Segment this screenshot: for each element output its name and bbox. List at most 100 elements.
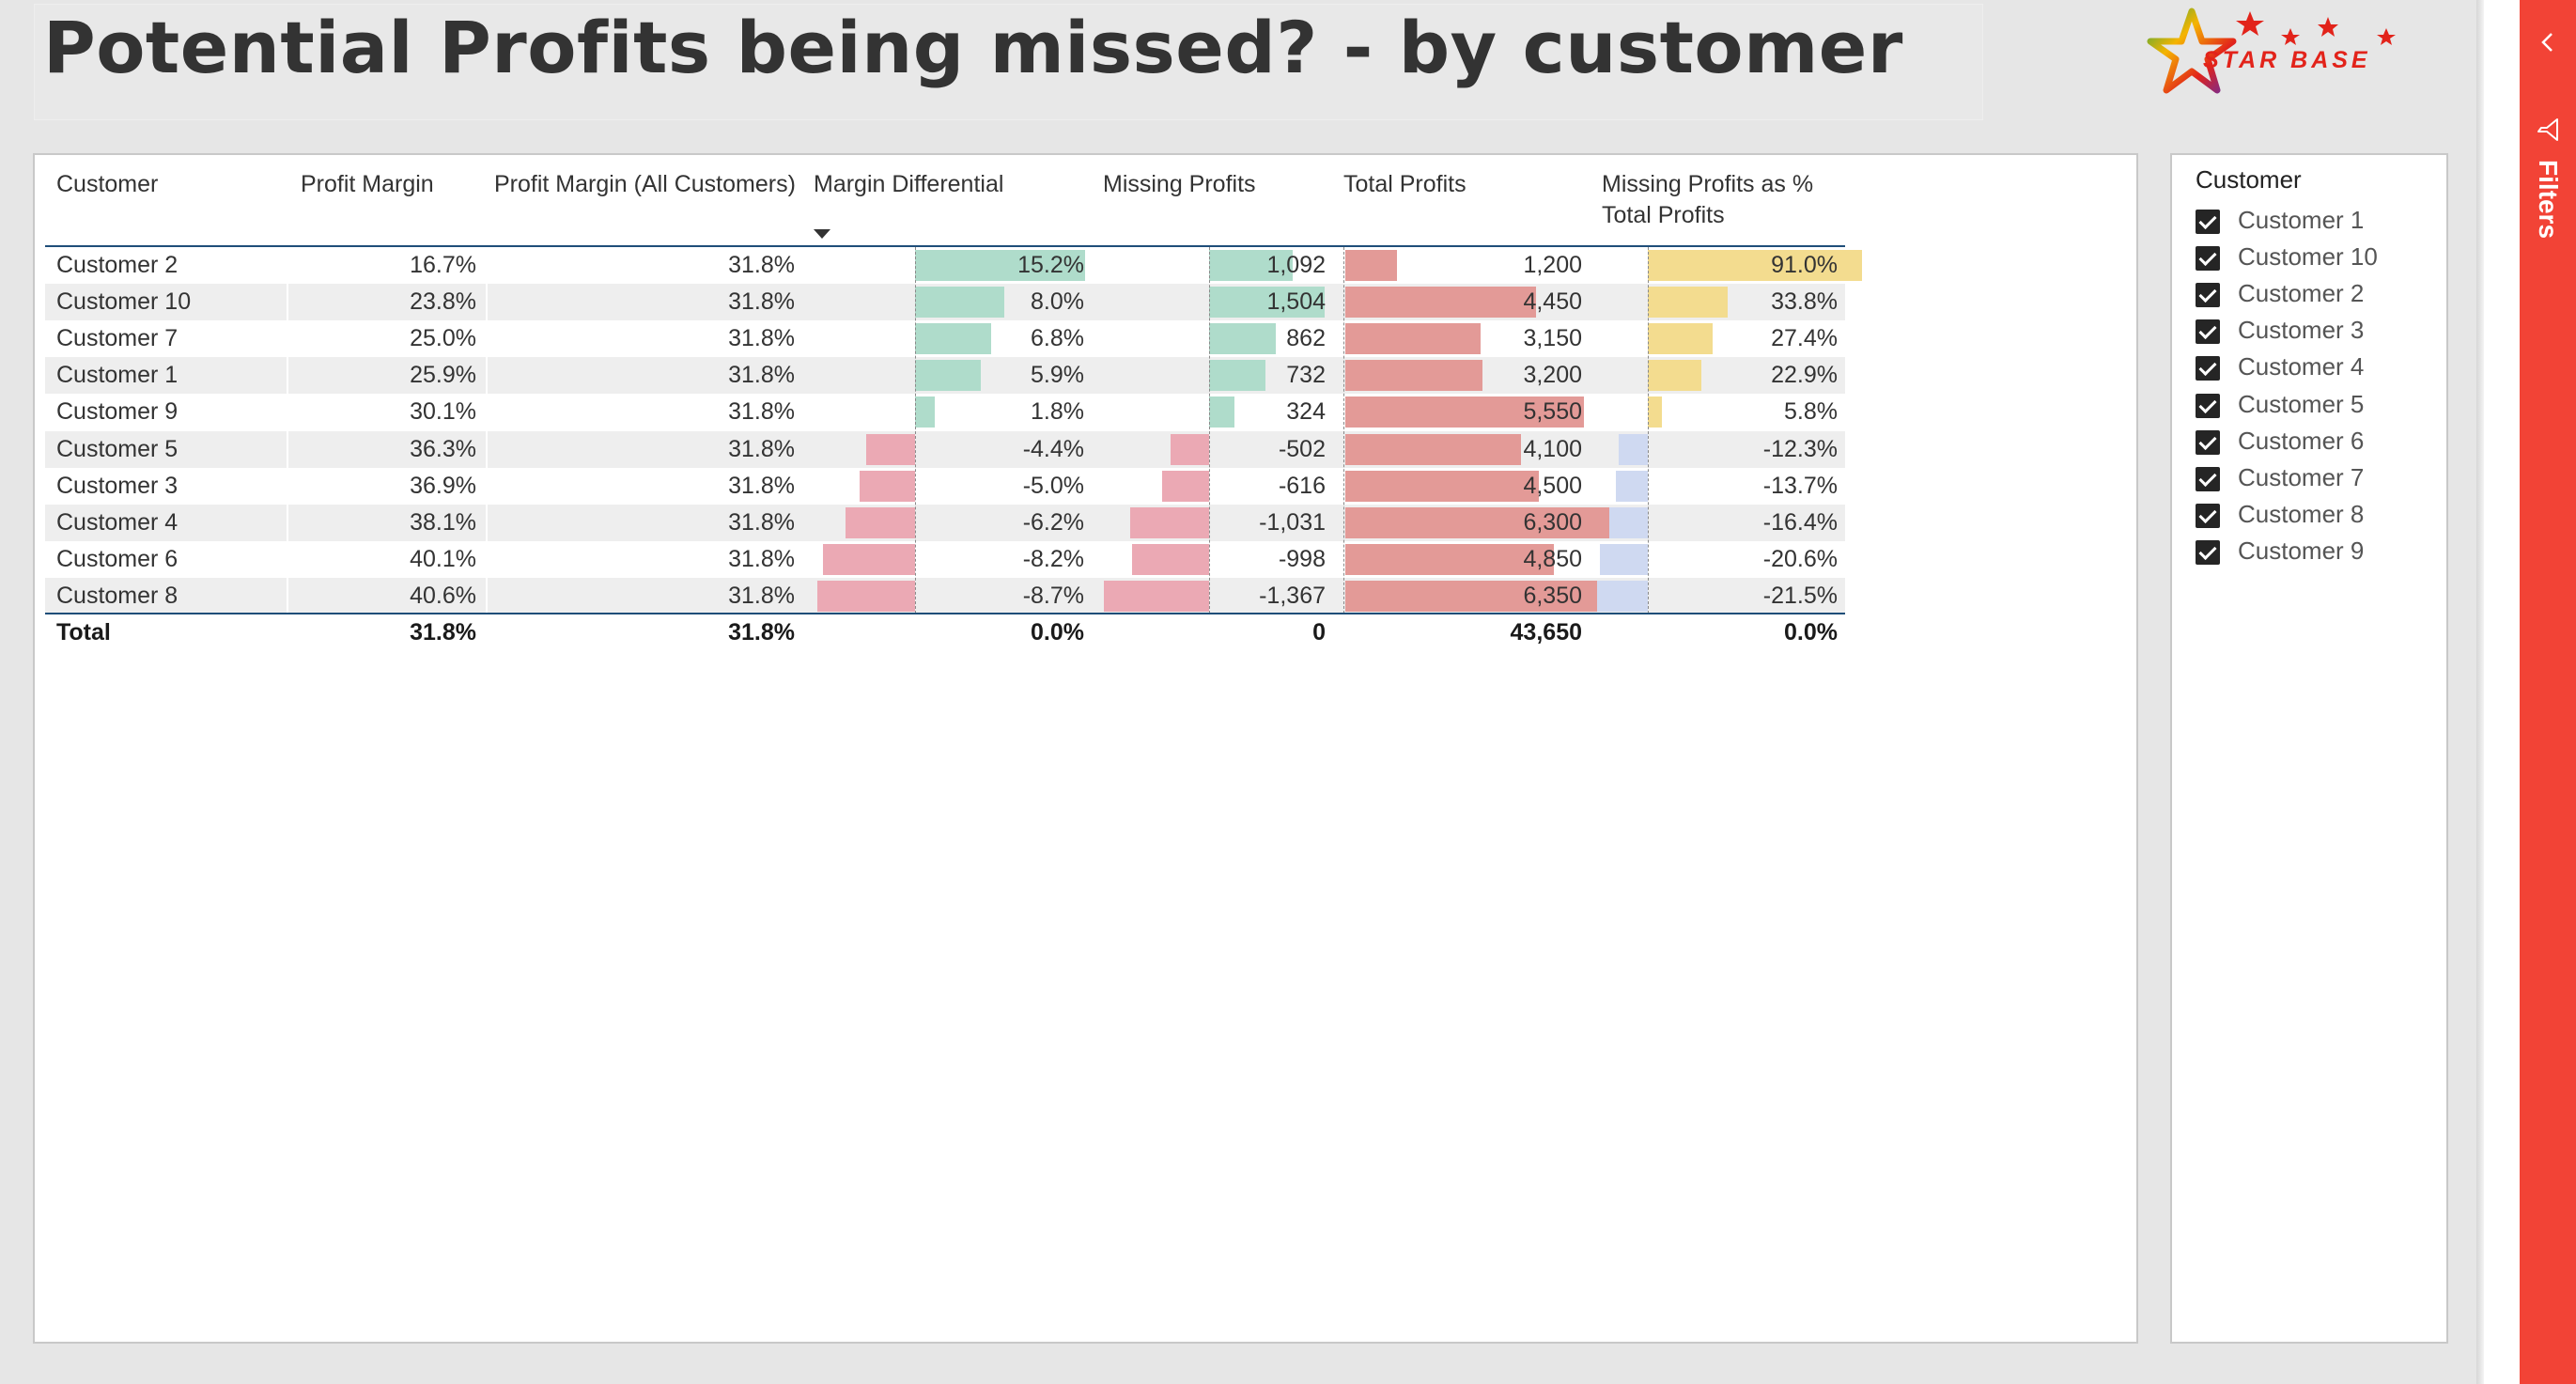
- slicer-item[interactable]: Customer 6: [2196, 423, 2440, 459]
- cell-total-profits: 4,500: [1523, 472, 1582, 499]
- cell-missing-pct: -12.3%: [1762, 435, 1838, 462]
- cell-margin-differential: 1.8%: [1031, 398, 1084, 426]
- slicer-title: Customer: [2196, 165, 2302, 194]
- cell-margin-differential: -4.4%: [1022, 435, 1084, 462]
- missing-profits-bar: [1209, 250, 1294, 281]
- cell-profit-margin: 30.1%: [410, 398, 476, 426]
- cell-profit-margin: 23.8%: [410, 288, 476, 316]
- filters-label[interactable]: Filters: [2534, 159, 2563, 240]
- col-header-missing-profits[interactable]: Missing Profits: [1103, 171, 1256, 197]
- checkbox-checked-icon[interactable]: [2196, 210, 2220, 234]
- cell-profit-margin: 36.9%: [410, 472, 476, 499]
- cell-missing-profits: 862: [1286, 325, 1326, 352]
- cell-total-profits: 3,150: [1523, 325, 1582, 352]
- col-header-total-profits[interactable]: Total Profits: [1343, 171, 1466, 197]
- total-profits-bar: [1345, 287, 1537, 319]
- col-header-customer[interactable]: Customer: [56, 171, 159, 197]
- slicer-item[interactable]: Customer 3: [2196, 312, 2440, 349]
- checkbox-checked-icon[interactable]: [2196, 319, 2220, 345]
- cell-profit-margin: 40.1%: [410, 545, 476, 572]
- cell-margin-differential: 6.8%: [1031, 325, 1084, 352]
- checkbox-checked-icon[interactable]: [2196, 539, 2220, 565]
- customer-slicer[interactable]: [2170, 153, 2448, 1344]
- missing-pct-bar: [1648, 360, 1702, 392]
- cell-missing-pct: 33.8%: [1771, 288, 1838, 316]
- col-header-missing-pct[interactable]: Missing Profits as % Total Profits: [1602, 169, 1813, 231]
- bar-axis-line: [915, 247, 916, 614]
- slicer-item[interactable]: Customer 2: [2196, 275, 2440, 312]
- col-header-margin-differential[interactable]: Margin Differential: [814, 171, 1004, 197]
- total-total-profits: 43,650: [1510, 619, 1582, 645]
- slicer-item[interactable]: Customer 8: [2196, 496, 2440, 533]
- star-logo-icon: STAR BASE: [2147, 8, 2396, 94]
- cell-missing-pct: 5.8%: [1784, 398, 1838, 426]
- cell-profit-margin: 38.1%: [410, 508, 476, 536]
- filters-pane[interactable]: [2520, 0, 2576, 1384]
- cell-missing-pct: 27.4%: [1771, 325, 1838, 352]
- sort-descending-icon: [814, 229, 830, 239]
- slicer-item[interactable]: Customer 1: [2196, 202, 2440, 239]
- total-missing-pct: 0.0%: [1784, 619, 1838, 645]
- margin-differential-bar: [846, 506, 915, 538]
- missing-pct-bar: [1648, 397, 1662, 428]
- margin-differential-bar: [915, 360, 982, 392]
- checkbox-checked-icon[interactable]: [2196, 246, 2220, 272]
- cell-customer: Customer 1: [56, 362, 178, 389]
- cell-margin-differential: 8.0%: [1031, 288, 1084, 316]
- slicer-item[interactable]: Customer 10: [2196, 239, 2440, 275]
- missing-pct-bar: [1648, 323, 1713, 355]
- canvas-edge-shadow: [2476, 0, 2484, 1384]
- checkbox-checked-icon[interactable]: [2196, 429, 2220, 455]
- cell-margin-differential: -5.0%: [1022, 472, 1084, 499]
- table-row[interactable]: [45, 430, 1845, 468]
- slicer-item-label: Customer 7: [2238, 462, 2365, 491]
- bar-axis-line: [1343, 247, 1344, 614]
- missing-pct-bar: [1648, 287, 1728, 319]
- missing-profits-bar: [1129, 506, 1209, 538]
- total-profits-bar: [1345, 543, 1554, 575]
- slicer-item-label: Customer 10: [2238, 242, 2378, 272]
- cell-missing-pct: -20.6%: [1762, 545, 1838, 572]
- cell-total-profits: 6,300: [1523, 508, 1582, 536]
- cell-total-profits: 5,550: [1523, 398, 1582, 426]
- bar-axis-line: [1648, 247, 1649, 614]
- col-header-missing-pct-line1: Missing Profits as %: [1602, 171, 1814, 197]
- slicer-item[interactable]: Customer 7: [2196, 459, 2440, 496]
- missing-pct-bar: [1609, 506, 1648, 538]
- cell-customer: Customer 9: [56, 398, 178, 426]
- chevron-left-icon[interactable]: [2536, 30, 2560, 54]
- total-profits-bar: [1345, 360, 1483, 392]
- missing-profits-bar: [1209, 287, 1326, 319]
- cell-profit-margin-all: 31.8%: [728, 252, 795, 278]
- col-header-profit-margin-all[interactable]: Profit Margin (All Customers): [494, 171, 796, 197]
- checkbox-checked-icon[interactable]: [2196, 356, 2220, 381]
- cell-missing-pct: 22.9%: [1771, 362, 1838, 389]
- cell-total-profits: 4,450: [1523, 288, 1582, 316]
- slicer-item-label: Customer 6: [2238, 426, 2365, 455]
- col-header-profit-margin[interactable]: Profit Margin: [301, 171, 434, 197]
- slicer-item[interactable]: Customer 5: [2196, 386, 2440, 423]
- total-margin-differential: 0.0%: [1031, 619, 1084, 645]
- margin-differential-bar: [859, 470, 915, 502]
- cell-customer: Customer 3: [56, 472, 178, 499]
- cell-customer: Customer 8: [56, 582, 178, 609]
- cell-profit-margin-all: 31.8%: [728, 582, 795, 609]
- checkbox-checked-icon[interactable]: [2196, 393, 2220, 418]
- slicer-item[interactable]: Customer 4: [2196, 349, 2440, 385]
- slicer-item-label: Customer 5: [2238, 389, 2365, 418]
- cell-profit-margin-all: 31.8%: [728, 288, 795, 316]
- checkbox-checked-icon[interactable]: [2196, 503, 2220, 528]
- cell-missing-pct: -21.5%: [1762, 582, 1838, 609]
- total-profits-bar: [1345, 580, 1619, 612]
- total-missing-profits: 0: [1312, 619, 1326, 645]
- checkbox-checked-icon[interactable]: [2196, 466, 2220, 491]
- cell-customer: Customer 7: [56, 325, 178, 352]
- missing-profits-bar: [1132, 543, 1209, 575]
- missing-pct-bar: [1615, 470, 1648, 502]
- cell-total-profits: 1,200: [1523, 252, 1582, 278]
- cell-profit-margin-all: 31.8%: [728, 508, 795, 536]
- checkbox-checked-icon[interactable]: [2196, 283, 2220, 308]
- cell-total-profits: 4,100: [1523, 435, 1582, 462]
- table-visual[interactable]: [33, 153, 2138, 1344]
- slicer-item[interactable]: Customer 9: [2196, 533, 2440, 569]
